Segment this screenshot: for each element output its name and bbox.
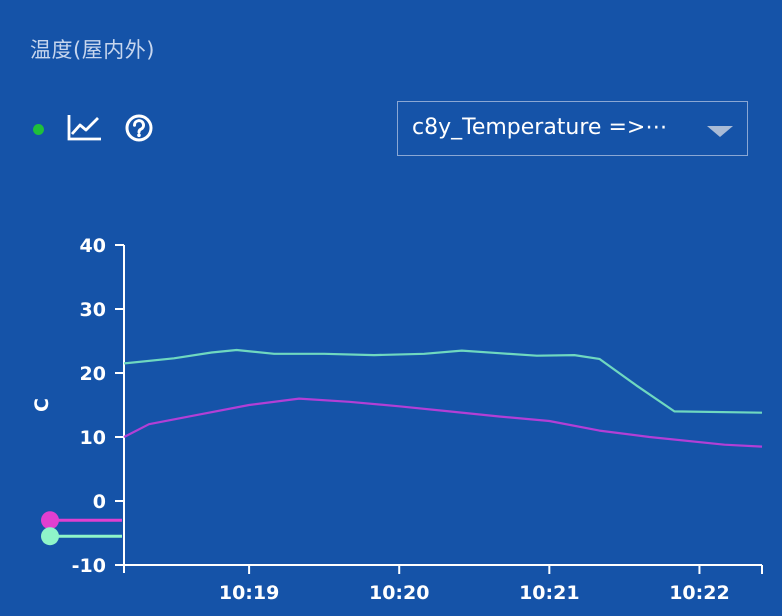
series-line-1 (123, 348, 763, 414)
help-icon[interactable] (124, 113, 154, 147)
x-tick-label: 10:21 (519, 582, 579, 604)
y-tick-label: 30 (80, 299, 106, 321)
y-tick-label: -10 (72, 555, 106, 577)
series-line-2 (123, 397, 763, 448)
series-marker-dot-1 (41, 511, 59, 530)
x-tick-label: 10:22 (669, 582, 729, 604)
chevron-down-icon[interactable] (707, 126, 733, 137)
y-tick-label: 20 (80, 363, 106, 385)
line-chart-icon[interactable] (66, 112, 104, 146)
y-tick-label: 10 (80, 427, 106, 449)
widget-title: 温度(屋内外) (30, 38, 155, 62)
series-selector-value: c8y_Temperature =>⋯ (412, 115, 668, 140)
y-tick-label: 0 (93, 491, 106, 513)
x-tick-label: 10:20 (369, 582, 429, 604)
x-tick-label: 10:19 (219, 582, 279, 604)
series-marker-dot-2 (41, 527, 59, 546)
y-axis-label: C (31, 398, 53, 412)
series-selector-dropdown[interactable]: c8y_Temperature =>⋯ (397, 101, 748, 156)
status-dot (33, 124, 44, 135)
y-tick-label: 40 (80, 235, 106, 257)
